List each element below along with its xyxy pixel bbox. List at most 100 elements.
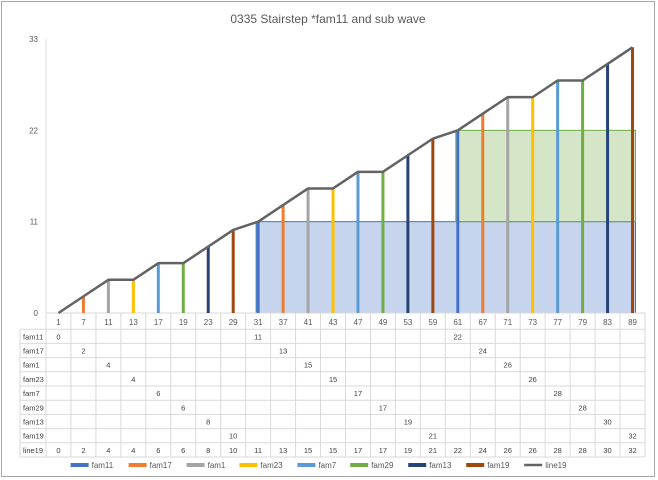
table-cell: 17 [354,389,362,398]
table-cell: 15 [329,375,337,384]
legend-label: fam11 [92,461,114,470]
x-tick-label: 41 [304,318,313,327]
table-cell: 28 [553,446,561,455]
table-row-label: fam7 [23,389,40,398]
table-cell: 6 [156,389,160,398]
table-cell: 2 [81,347,85,356]
bar-fam11 [456,130,460,313]
table-cell: 19 [404,418,412,427]
x-tick-label: 23 [204,318,213,327]
table-cell: 13 [279,446,287,455]
bar-fam13 [206,246,210,313]
table-cell: 28 [553,389,561,398]
table-cell: 28 [578,446,586,455]
x-tick-label: 73 [528,318,537,327]
x-tick-label: 47 [354,318,363,327]
table-cell: 4 [131,375,135,384]
table-cell: 2 [81,446,85,455]
table-cell: 17 [354,446,362,455]
legend-swatch [70,463,89,467]
legend-item-fam1: fam1 [186,461,226,470]
x-tick-label: 43 [329,318,338,327]
legend-label: line19 [545,461,567,470]
legend-item-fam11: fam11 [70,461,114,470]
chart-title: 0335 Stairstep *fam11 and sub wave [230,12,426,26]
table-cell: 0 [56,446,60,455]
table-cell: 28 [578,403,586,412]
table-cell: 26 [529,375,537,384]
bars [81,47,635,314]
bar-fam17 [281,205,285,313]
x-tick-label: 11 [104,318,113,327]
x-tick-label: 77 [553,318,562,327]
legend-label: fam1 [208,461,226,470]
bar-fam29 [181,263,185,313]
table-cell: 22 [454,446,462,455]
table-cell: 4 [106,446,110,455]
table-cell: 8 [206,418,210,427]
legend-item-line19: line19 [524,461,567,470]
x-tick-label: 1 [56,318,61,327]
bar-fam11 [256,221,260,313]
table-cell: 24 [479,347,487,356]
legend-swatch [128,463,147,467]
x-tick-label: 17 [154,318,163,327]
x-tick-label: 29 [229,318,238,327]
shaded-region-1 [255,221,637,314]
x-tick-label: 83 [603,318,612,327]
table-cell: 24 [479,446,487,455]
table-cell: 13 [279,347,287,356]
bar-fam7 [356,171,360,313]
table-row-label: fam19 [23,432,44,441]
table-cell: 10 [229,432,237,441]
table-row-label: fam1 [23,361,40,370]
legend-swatch [297,463,316,467]
bar-fam19 [231,229,235,313]
legend: fam11 fam17 fam1 fam23 fam7 fam29 fam13 fam19 li… [70,461,567,470]
x-tick-label: 89 [628,318,637,327]
line-line19 [57,46,634,315]
table-row-label: fam13 [23,418,44,427]
table-cell: 32 [628,432,636,441]
bar-fam23 [131,279,135,313]
table-cell: 11 [254,446,262,455]
table-cell: 11 [254,332,262,341]
bar-fam23 [331,188,335,313]
legend-item-fam23: fam23 [239,461,283,470]
table-cell: 0 [56,332,60,341]
x-tick-label: 37 [279,318,288,327]
legend-label: fam29 [371,461,394,470]
table-row-label: fam29 [23,403,44,412]
table-row-label: line19 [23,446,43,455]
shaded-regions [255,129,637,314]
table-cell: 32 [628,446,636,455]
y-tick-label: 0 [34,309,39,318]
x-tick-label: 49 [378,318,387,327]
table-cell: 8 [206,446,210,455]
y-tick-label: 11 [30,218,39,227]
x-tick-label: 19 [179,318,188,327]
x-tick-label: 79 [578,318,587,327]
table-cell: 17 [379,446,387,455]
bar-fam29 [581,80,585,313]
x-tick-label: 13 [129,318,138,327]
legend-item-fam13: fam13 [408,461,452,470]
legend-swatch [186,463,205,467]
legend-label: fam7 [318,461,336,470]
table-cell: 21 [429,432,437,441]
legend-label: fam19 [487,461,510,470]
table-cell: 15 [329,446,337,455]
bar-fam29 [381,171,385,313]
bar-fam17 [81,296,85,313]
bar-fam1 [106,279,110,313]
legend-swatch [408,463,427,467]
legend-item-fam17: fam17 [128,461,173,470]
legend-label: fam17 [150,461,173,470]
table-row-label: fam23 [23,375,44,384]
legend-label: fam23 [260,461,283,470]
bar-fam1 [306,188,310,313]
table-row-label: fam11 [23,332,43,341]
table-cell: 19 [404,446,412,455]
bar-fam1 [506,97,510,313]
data-table: 1 7 11 13 17 19 23 29 31 37 41 43 47 49 53 59 61 67 71 73 77… [19,315,646,458]
